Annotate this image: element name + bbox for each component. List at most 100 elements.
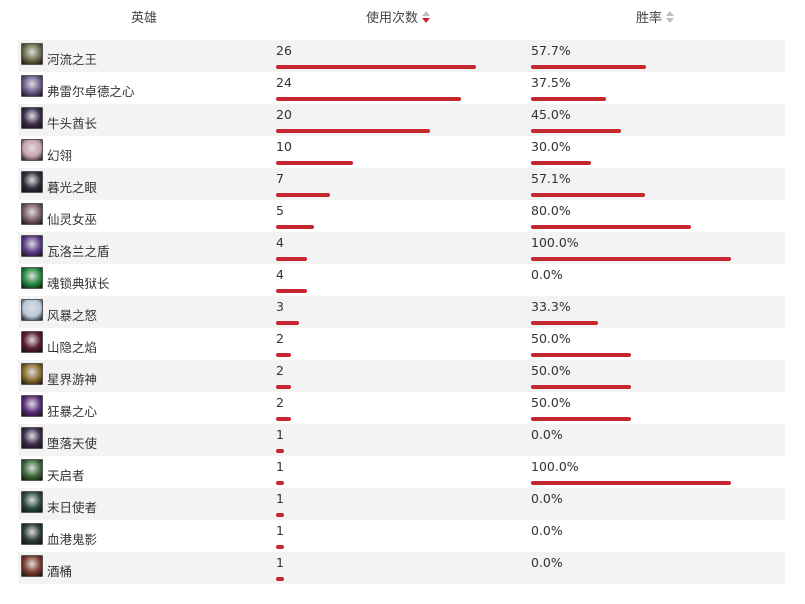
hero-avatar[interactable] [21, 43, 43, 65]
table-row[interactable]: 幻翎 10 30.0% [18, 136, 785, 168]
hero-avatar[interactable] [21, 171, 43, 193]
hero-avatar[interactable] [21, 203, 43, 225]
hero-name[interactable]: 弗雷尔卓德之心 [47, 84, 135, 99]
winrate-bar [531, 353, 631, 357]
hero-name[interactable]: 河流之王 [47, 52, 98, 67]
hero-name[interactable]: 狂暴之心 [47, 404, 98, 419]
table-header: 英雄 使用次数 胜率 [0, 0, 805, 30]
hero-avatar[interactable] [21, 107, 43, 129]
hero-name[interactable]: 瓦洛兰之盾 [47, 244, 110, 259]
usage-count: 4 [276, 267, 284, 282]
hero-name[interactable]: 天启者 [47, 468, 85, 483]
hero-name[interactable]: 魂锁典狱长 [47, 276, 110, 291]
winrate-value: 37.5% [531, 75, 571, 90]
hero-avatar[interactable] [21, 523, 43, 545]
winrate-bar [531, 321, 598, 325]
hero-name[interactable]: 暮光之眼 [47, 180, 98, 195]
sort-desc-icon[interactable] [422, 11, 431, 23]
usage-bar [276, 353, 291, 357]
table-row[interactable]: 酒桶 1 0.0% [18, 552, 785, 584]
table-row[interactable]: 星界游神 2 50.0% [18, 360, 785, 392]
hero-table-body: 河流之王 26 57.7% 弗雷尔卓德之心 24 37.5% 牛头酋长 20 45.0% 幻翎 10… [18, 40, 785, 584]
hero-name[interactable]: 风暴之怒 [47, 308, 98, 323]
table-row[interactable]: 堕落天使 1 0.0% [18, 424, 785, 456]
usage-bar [276, 129, 430, 133]
winrate-bar [531, 97, 606, 101]
table-row[interactable]: 风暴之怒 3 33.3% [18, 296, 785, 328]
hero-avatar[interactable] [21, 235, 43, 257]
winrate-value: 50.0% [531, 331, 571, 346]
hero-avatar[interactable] [21, 139, 43, 161]
winrate-bar [531, 225, 691, 229]
usage-bar [276, 385, 291, 389]
winrate-bar [531, 257, 731, 261]
usage-count: 1 [276, 555, 284, 570]
hero-avatar[interactable] [21, 491, 43, 513]
usage-count: 2 [276, 395, 284, 410]
winrate-value: 30.0% [531, 139, 571, 154]
table-row[interactable]: 魂锁典狱长 4 0.0% [18, 264, 785, 296]
usage-bar [276, 321, 299, 325]
usage-count: 2 [276, 331, 284, 346]
table-row[interactable]: 末日使者 1 0.0% [18, 488, 785, 520]
usage-count: 26 [276, 43, 292, 58]
sort-icon[interactable] [666, 11, 675, 23]
usage-count: 1 [276, 427, 284, 442]
table-row[interactable]: 暮光之眼 7 57.1% [18, 168, 785, 200]
table-row[interactable]: 瓦洛兰之盾 4 100.0% [18, 232, 785, 264]
usage-count: 2 [276, 363, 284, 378]
hero-avatar[interactable] [21, 459, 43, 481]
hero-avatar[interactable] [21, 555, 43, 577]
winrate-bar [531, 161, 591, 165]
usage-bar [276, 97, 461, 101]
hero-name[interactable]: 幻翎 [47, 148, 73, 163]
table-row[interactable]: 河流之王 26 57.7% [18, 40, 785, 72]
table-row[interactable]: 天启者 1 100.0% [18, 456, 785, 488]
usage-count: 7 [276, 171, 284, 186]
table-row[interactable]: 弗雷尔卓德之心 24 37.5% [18, 72, 785, 104]
hero-name[interactable]: 山隐之焰 [47, 340, 98, 355]
usage-bar [276, 417, 291, 421]
usage-bar [276, 545, 284, 549]
hero-name[interactable]: 牛头酋长 [47, 116, 98, 131]
hero-avatar[interactable] [21, 75, 43, 97]
hero-name[interactable]: 末日使者 [47, 500, 98, 515]
table-row[interactable]: 仙灵女巫 5 80.0% [18, 200, 785, 232]
hero-name[interactable]: 星界游神 [47, 372, 98, 387]
hero-avatar[interactable] [21, 395, 43, 417]
winrate-column-header[interactable]: 胜率 [636, 7, 675, 26]
usage-count: 1 [276, 459, 284, 474]
winrate-value: 33.3% [531, 299, 571, 314]
usage-count: 20 [276, 107, 292, 122]
table-row[interactable]: 血港鬼影 1 0.0% [18, 520, 785, 552]
winrate-value: 100.0% [531, 459, 579, 474]
usage-count: 1 [276, 523, 284, 538]
hero-avatar[interactable] [21, 427, 43, 449]
usage-bar [276, 577, 284, 581]
winrate-bar [531, 193, 645, 197]
usage-column-header[interactable]: 使用次数 [366, 7, 431, 26]
hero-avatar[interactable] [21, 331, 43, 353]
winrate-bar [531, 417, 631, 421]
table-row[interactable]: 狂暴之心 2 50.0% [18, 392, 785, 424]
winrate-bar [531, 65, 646, 69]
hero-name[interactable]: 仙灵女巫 [47, 212, 98, 227]
hero-avatar[interactable] [21, 267, 43, 289]
hero-name[interactable]: 堕落天使 [47, 436, 98, 451]
hero-column-header: 英雄 [131, 11, 158, 26]
usage-bar [276, 449, 284, 453]
winrate-bar [531, 385, 631, 389]
winrate-value: 0.0% [531, 523, 563, 538]
usage-count: 1 [276, 491, 284, 506]
hero-name[interactable]: 酒桶 [47, 564, 73, 579]
table-row[interactable]: 牛头酋长 20 45.0% [18, 104, 785, 136]
hero-avatar[interactable] [21, 363, 43, 385]
usage-bar [276, 289, 307, 293]
winrate-value: 57.7% [531, 43, 571, 58]
hero-avatar[interactable] [21, 299, 43, 321]
table-row[interactable]: 山隐之焰 2 50.0% [18, 328, 785, 360]
hero-name[interactable]: 血港鬼影 [47, 532, 98, 547]
usage-bar [276, 225, 314, 229]
usage-bar [276, 257, 307, 261]
winrate-value: 0.0% [531, 491, 563, 506]
